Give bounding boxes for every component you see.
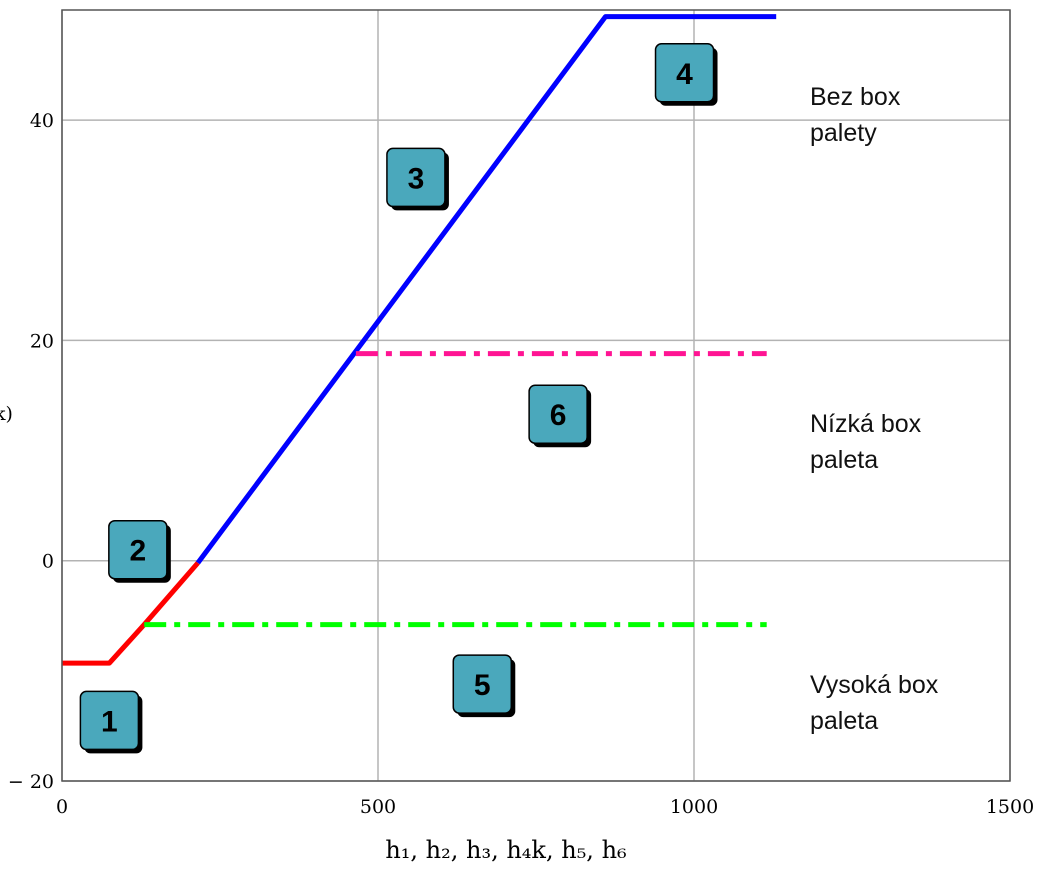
annotation-box-1: 1 [79,690,143,754]
y-tick-label: 40 [30,110,54,132]
x-tick-label: 1500 [986,796,1034,818]
series-layer [62,14,777,666]
annotation-box-5: 5 [452,654,516,718]
y-axis-label-fragment: k) [0,403,13,425]
x-axis-label: h₁, h₂, h₃, h₄k, h₅, h₆ [385,836,626,864]
annotation-label: 1 [101,705,118,738]
annotation-label: 4 [676,58,693,91]
x-tick-label: 1000 [670,796,718,818]
x-tick-label: 500 [360,796,396,818]
region-label: paleta [810,446,878,474]
annotation-label: 6 [550,399,567,432]
annotation-box-bg [108,519,168,580]
x-tick-label: 0 [56,796,68,818]
series-line-1 [62,561,200,666]
region-labels: Bez box palety Nízká box paleta Vysoká box pa… [810,83,939,735]
annotation-box-3: 3 [386,147,449,211]
y-tick-label: 20 [30,330,54,352]
annotation-label: 2 [129,535,146,568]
region-label: palety [810,119,877,147]
annotation-box-bg [386,147,446,208]
region-label: paleta [810,707,878,735]
y-tick-label: 0 [42,551,54,573]
annotations: 1 2 3 4 5 6 [79,43,718,754]
annotation-box-6: 6 [528,384,592,448]
region-label: Vysoká box [810,671,939,699]
annotation-box-2: 2 [108,519,171,583]
annotation-box-bg [528,384,588,444]
annotation-box-bg [79,690,140,751]
series-line-2 [195,14,777,565]
annotation-box-bg [654,43,715,103]
annotation-label: 3 [408,162,425,195]
annotation-box-bg [452,654,513,714]
region-label: Bez box [810,83,901,111]
y-tick-label: − 20 [8,771,54,793]
plot-frame [61,9,1011,782]
region-label: Nízká box [810,410,922,438]
annotation-box-4: 4 [654,43,718,106]
annotation-label: 5 [474,669,491,702]
